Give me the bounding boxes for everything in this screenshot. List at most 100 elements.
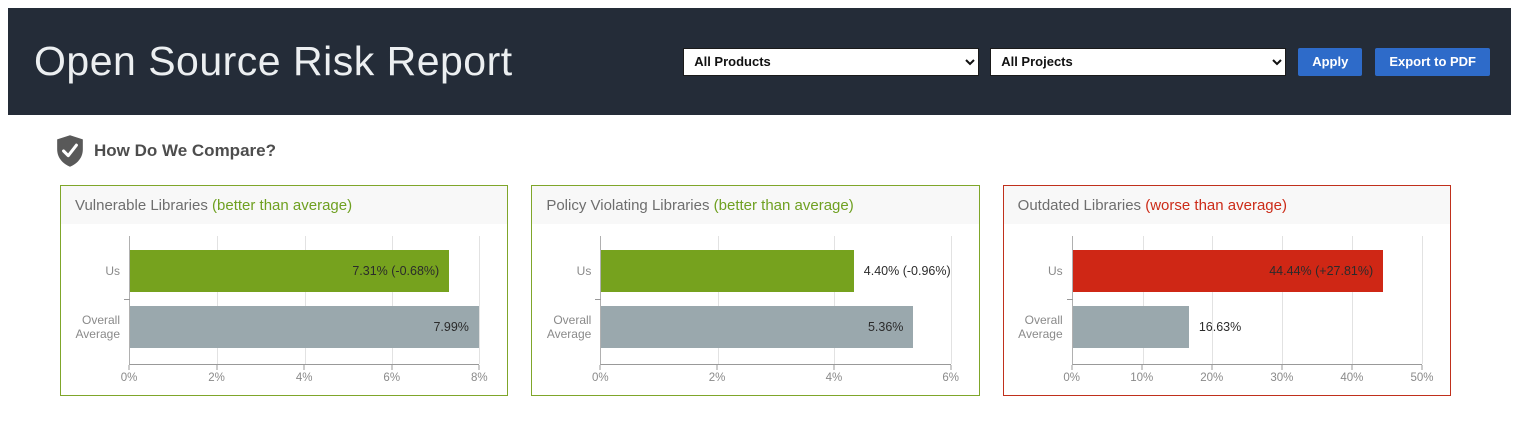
x-axis-tick-label: 6% <box>942 372 959 384</box>
plot-area: 4.40% (-0.96%) 5.36% <box>595 236 952 365</box>
gridline <box>1142 236 1144 364</box>
bar-row: 16.63% <box>1072 306 1422 348</box>
bar-row: 5.36% <box>601 306 950 348</box>
card-header: Policy Violating Libraries (better than … <box>532 186 979 224</box>
axis-tick <box>1421 365 1423 370</box>
x-axis-tick-label: 10% <box>1130 372 1154 384</box>
category-label: Overall Average <box>546 312 592 341</box>
y-labels: Us Overall Average <box>67 236 129 365</box>
bar-row: 44.44% (+27.81%) <box>1072 250 1422 292</box>
gridline <box>391 236 393 364</box>
axis-tick <box>1281 365 1283 370</box>
gridline <box>834 236 836 364</box>
axis-tick <box>599 365 601 370</box>
gridline <box>1421 236 1423 364</box>
card-title: Policy Violating Libraries <box>546 197 710 214</box>
axis-tick <box>478 365 480 370</box>
gridline <box>1212 236 1214 364</box>
compare-section-header: How Do We Compare? <box>56 135 1511 167</box>
bar-overall-average: 7.99% <box>130 306 479 348</box>
bar-chart: Us Overall Average 44.44% (+27.81%) 16.63%… <box>1004 224 1450 395</box>
category-axis-tick <box>1066 299 1073 300</box>
card-header: Vulnerable Libraries (better than averag… <box>61 186 508 224</box>
bar-value-label: 16.63% <box>1198 320 1242 334</box>
x-axis-tick-label: 50% <box>1410 372 1434 384</box>
card-status: (worse than average) <box>1145 197 1287 214</box>
bar-row: 7.31% (-0.68%) <box>130 250 479 292</box>
axis-tick <box>833 365 835 370</box>
gridline <box>304 236 306 364</box>
bar-row: 7.99% <box>130 306 479 348</box>
x-axis-tick-label: 0% <box>592 372 609 384</box>
card-header: Outdated Libraries (worse than average) <box>1003 186 1450 224</box>
card-title: Vulnerable Libraries <box>75 197 208 214</box>
x-axis-tick-label: 20% <box>1200 372 1224 384</box>
x-axis-tick-label: 30% <box>1270 372 1294 384</box>
gridline <box>717 236 719 364</box>
bar-overall-average <box>1072 306 1189 348</box>
axis-tick <box>128 365 130 370</box>
gridline <box>950 236 952 364</box>
gridline <box>479 236 481 364</box>
apply-button[interactable]: Apply <box>1298 47 1363 76</box>
category-axis-tick <box>124 299 130 300</box>
gridline <box>217 236 219 364</box>
axis-tick <box>1211 365 1213 370</box>
axis-tick <box>716 365 718 370</box>
section-title: How Do We Compare? <box>94 141 276 160</box>
page-title: Open Source Risk Report <box>34 38 513 84</box>
axis-tick <box>216 365 218 370</box>
category-label: Us <box>105 263 120 278</box>
x-axis-tick-label: 4% <box>825 372 843 384</box>
card-status: (better than average) <box>212 197 353 214</box>
plot-area: 7.31% (-0.68%) 7.99% <box>124 236 481 365</box>
card-vulnerable-libraries: Vulnerable Libraries (better than averag… <box>60 185 509 396</box>
x-axis-tick-label: 2% <box>208 372 225 384</box>
x-axis-tick-label: 6% <box>383 372 401 384</box>
products-filter-select[interactable]: All Products <box>683 47 980 76</box>
axis-tick <box>391 365 393 370</box>
bars-container: 7.31% (-0.68%) 7.99% <box>130 236 479 364</box>
app-header: Open Source Risk Report All Products All… <box>8 8 1511 115</box>
axis-tick <box>303 365 305 370</box>
x-axis-tick-label: 2% <box>708 372 726 384</box>
gridline <box>1282 236 1284 364</box>
y-labels: Us Overall Average <box>1010 236 1072 365</box>
header-controls: All Products All Projects Apply Export t… <box>683 47 1511 76</box>
page: Open Source Risk Report All Products All… <box>8 8 1511 396</box>
card-policy-violating-libraries: Policy Violating Libraries (better than … <box>531 185 980 396</box>
x-axis-tick-label: 40% <box>1340 372 1364 384</box>
x-axis-tick-label: 8% <box>471 372 488 384</box>
bars-container: 4.40% (-0.96%) 5.36% <box>601 236 951 364</box>
axis-tick <box>1071 365 1073 370</box>
export-to-pdf-button[interactable]: Export to PDF <box>1375 47 1490 76</box>
bar-overall-average: 5.36% <box>601 306 914 348</box>
x-axis: 0% 2% 4% 6% <box>592 365 959 389</box>
x-axis: 0% 2% 4% 6% 8% <box>121 365 488 389</box>
plot-area: 44.44% (+27.81%) 16.63% <box>1066 236 1423 365</box>
x-axis-tick-label: 0% <box>120 372 138 384</box>
projects-filter-select[interactable]: All Projects <box>990 47 1287 76</box>
bar-value-label: 44.44% (+27.81%) <box>1269 264 1374 278</box>
bars-container: 44.44% (+27.81%) 16.63% <box>1072 236 1422 364</box>
x-axis-tick-label: 4% <box>295 372 313 384</box>
card-status: (better than average) <box>713 197 854 214</box>
card-outdated-libraries: Outdated Libraries (worse than average) … <box>1002 185 1451 396</box>
x-axis: 0% 10% 20% 30% 40% 50% <box>1063 365 1434 389</box>
bar-us: 7.31% (-0.68%) <box>130 250 450 292</box>
bar-value-label: 4.40% (-0.96%) <box>863 264 951 278</box>
axis-tick <box>950 365 952 370</box>
bar-chart: Us Overall Average 7.31% (-0.68%) 7.99% 0%… <box>61 224 507 395</box>
x-axis-tick-label: 0% <box>1063 372 1080 384</box>
category-axis-tick <box>595 299 602 300</box>
bar-row: 4.40% (-0.96%) <box>601 250 951 292</box>
category-label: Us <box>576 263 592 278</box>
y-labels: Us Overall Average <box>538 236 600 365</box>
category-label: Us <box>1047 263 1063 278</box>
category-label: Overall Average <box>75 312 120 341</box>
bar-value-label: 7.99% <box>433 320 469 334</box>
gridline <box>1352 236 1354 364</box>
axis-tick <box>1141 365 1143 370</box>
card-title: Outdated Libraries <box>1017 197 1142 214</box>
bar-us <box>601 250 854 292</box>
